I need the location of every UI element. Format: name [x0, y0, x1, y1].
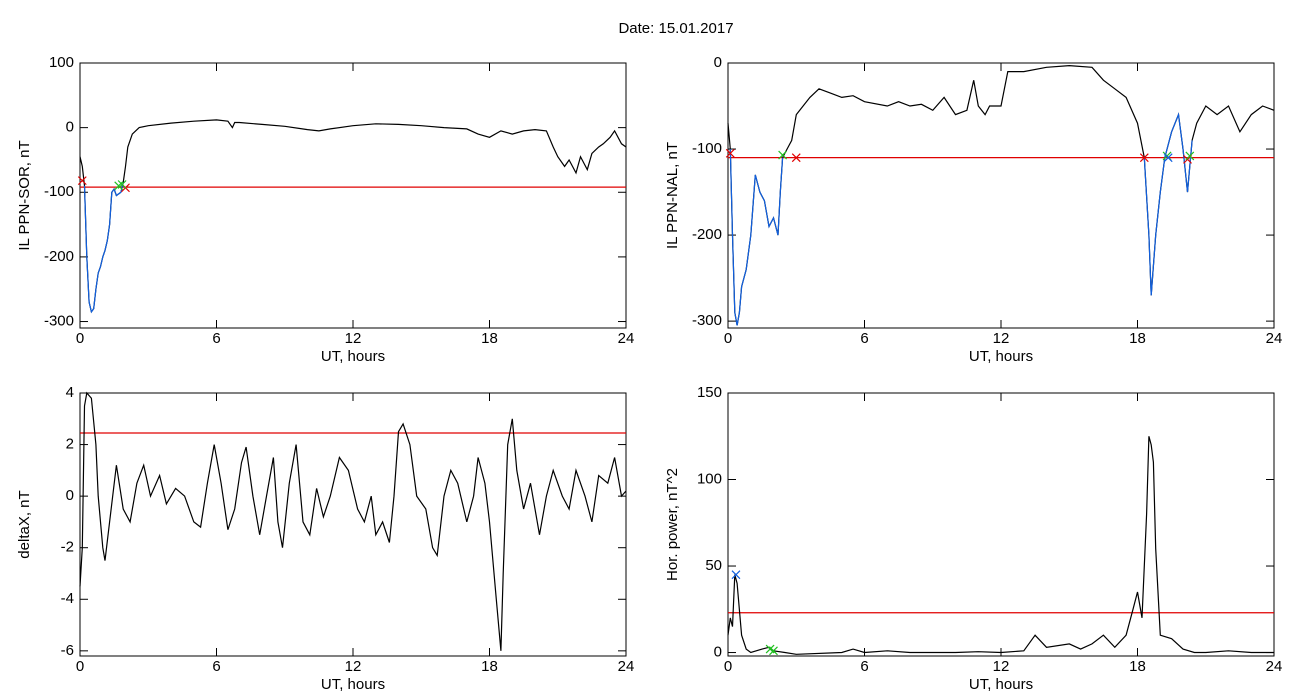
plot-frame [727, 62, 1275, 329]
y-tick-label: -4 [61, 590, 74, 607]
y-axis-label: IL PPN-NAL, nT [664, 142, 681, 249]
y-tick-label: 4 [66, 384, 74, 401]
y-tick-label: -100 [44, 183, 74, 200]
x-marker [731, 570, 741, 580]
y-tick-label: 0 [66, 487, 74, 504]
x-marker [1163, 153, 1173, 163]
x-tick-label: 6 [860, 330, 868, 347]
x-marker [1185, 151, 1195, 161]
y-tick-label: 100 [49, 54, 74, 71]
y-tick-label: -6 [61, 642, 74, 659]
x-marker [117, 180, 127, 189]
y-tick-label: 0 [714, 54, 722, 71]
x-tick-label: 0 [76, 330, 84, 347]
x-tick-label: 18 [1129, 330, 1146, 347]
x-marker [725, 148, 735, 158]
x-axis-label: UT, hours [321, 348, 385, 365]
x-tick-label: 12 [993, 658, 1010, 675]
data-line [79, 391, 627, 651]
figure-title: Date: 15.01.2017 [618, 20, 733, 37]
y-tick-label: -100 [692, 140, 722, 157]
x-marker [791, 153, 801, 163]
y-tick-label: 150 [697, 384, 722, 401]
y-tick-label: -2 [61, 539, 74, 556]
y-tick-label: 100 [697, 470, 722, 487]
x-tick-label: 24 [1266, 658, 1283, 675]
x-marker [1139, 153, 1149, 163]
y-axis-label: Hor. power, nT^2 [664, 468, 681, 581]
x-marker [778, 150, 788, 160]
x-tick-label: 6 [860, 658, 868, 675]
data-line [79, 119, 627, 314]
x-tick-label: 6 [212, 330, 220, 347]
x-axis-label: UT, hours [321, 676, 385, 693]
plot-frame [79, 62, 627, 329]
x-marker [769, 646, 778, 656]
y-axis-label: deltaX, nT [16, 490, 33, 558]
x-tick-label: 0 [724, 330, 732, 347]
x-tick-label: 24 [1266, 330, 1283, 347]
data-line [83, 182, 124, 314]
y-tick-label: -300 [44, 313, 74, 330]
x-tick-label: 0 [76, 658, 84, 675]
x-tick-label: 18 [481, 330, 498, 347]
x-tick-label: 12 [345, 330, 362, 347]
x-tick-label: 12 [345, 658, 362, 675]
x-axis-label: UT, hours [969, 676, 1033, 693]
x-tick-label: 24 [618, 658, 635, 675]
y-tick-label: -200 [44, 248, 74, 265]
x-tick-label: 6 [212, 658, 220, 675]
y-tick-label: -200 [692, 226, 722, 243]
x-tick-label: 0 [724, 658, 732, 675]
x-tick-label: 18 [1129, 658, 1146, 675]
y-tick-label: 2 [66, 436, 74, 453]
data-line [729, 112, 1193, 326]
x-tick-label: 18 [481, 658, 498, 675]
x-tick-label: 12 [993, 330, 1010, 347]
y-axis-label: IL PPN-SOR, nT [16, 140, 33, 250]
plot-frame [727, 392, 1275, 657]
y-tick-label: 50 [705, 557, 722, 574]
x-marker [77, 176, 87, 186]
y-tick-label: 0 [714, 644, 722, 661]
data-line [727, 64, 1275, 326]
y-tick-label: -300 [692, 312, 722, 329]
x-axis-label: UT, hours [969, 348, 1033, 365]
x-tick-label: 24 [618, 330, 635, 347]
y-tick-label: 0 [66, 119, 74, 136]
data-line [727, 436, 1274, 655]
